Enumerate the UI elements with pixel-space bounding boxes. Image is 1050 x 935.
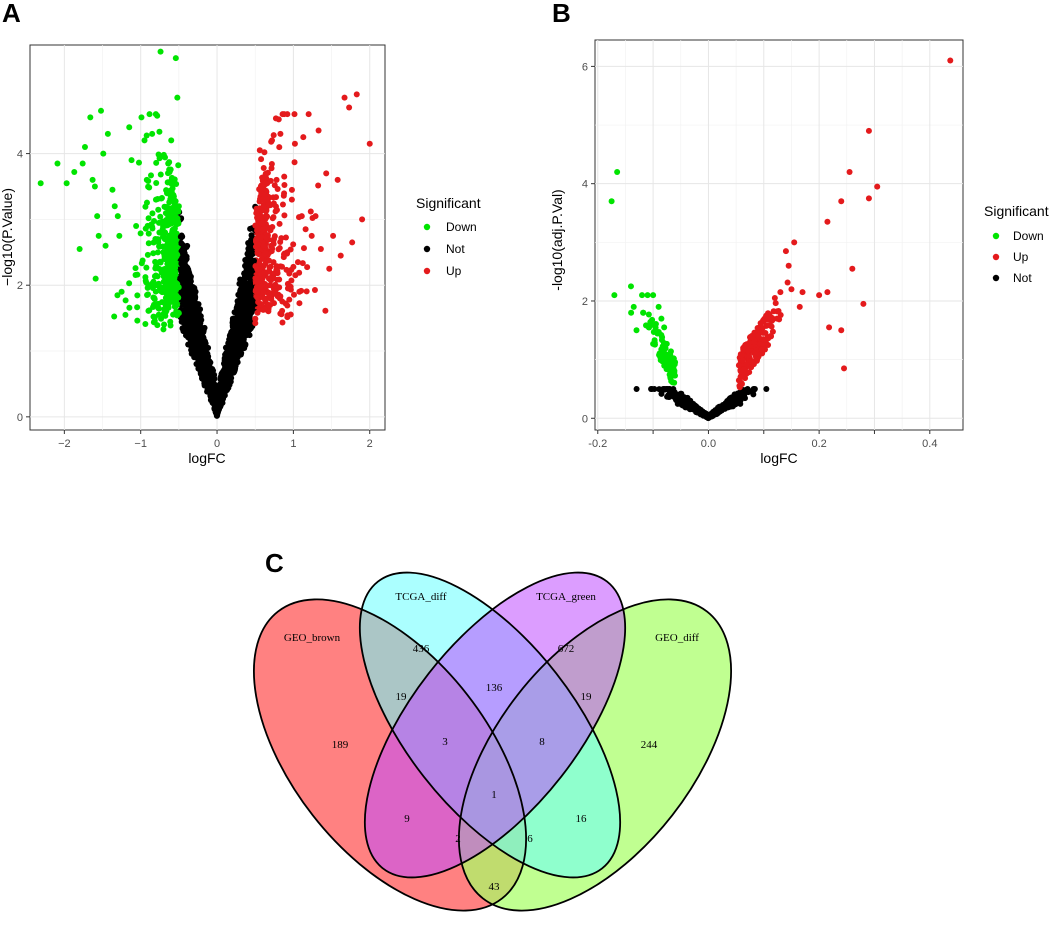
panel-label-a: A <box>2 0 21 28</box>
a-point-not <box>246 326 253 333</box>
venn-count-tgreen-gdiff: 19 <box>581 691 593 703</box>
a-point-up <box>268 165 275 172</box>
a-point-down <box>156 128 163 135</box>
plot-a-points <box>37 48 373 419</box>
a-point-up <box>262 207 269 214</box>
venn-count-brown-tgreen: 9 <box>404 813 410 825</box>
venn-count-brown-gdiff: 43 <box>489 881 501 893</box>
a-point-down <box>153 179 160 186</box>
venn-count-all-four: 1 <box>491 789 497 801</box>
venn-count-brown-tdiff-gdiff: 6 <box>527 833 533 845</box>
venn-count-brown-tgreen-gdiff: 2 <box>455 833 461 845</box>
venn-set-label-geo-diff: GEO_diff <box>655 632 699 644</box>
a-point-down <box>146 111 153 118</box>
a-point-not <box>185 341 192 348</box>
a-point-down <box>157 213 164 220</box>
venn-count-brown-tdiff-tgreen: 3 <box>442 736 448 748</box>
venn-set-label-tcga-diff: TCGA_diff <box>395 591 446 603</box>
venn-count-brown-tdiff: 19 <box>396 691 408 703</box>
a-point-up <box>291 111 298 118</box>
a-point-up <box>259 174 266 181</box>
panel-label-b: B <box>552 0 571 28</box>
venn-set-label-tcga-green: TCGA_green <box>536 591 596 603</box>
venn-count-geo-diff-only: 244 <box>641 739 658 751</box>
a-point-up <box>269 224 276 231</box>
venn-set-label-geo-brown: GEO_brown <box>284 632 341 644</box>
panel-label-c: C <box>265 548 284 578</box>
venn-count-tdiff-tgreen-gdiff: 8 <box>539 736 545 748</box>
a-point-up <box>276 220 283 227</box>
a-point-not <box>179 325 186 332</box>
a-point-up <box>270 132 277 139</box>
a-point-up <box>276 144 283 151</box>
venn-count-tdiff-gdiff: 16 <box>576 813 588 825</box>
a-point-down <box>152 111 159 118</box>
venn-count-tdiff-tgreen: 136 <box>486 682 503 694</box>
a-point-up <box>260 164 267 171</box>
venn-count-tcga-diff-only: 436 <box>413 643 430 655</box>
venn-count-geo-brown-only: 189 <box>332 739 349 751</box>
venn-count-tcga-green-only: 672 <box>558 643 575 655</box>
